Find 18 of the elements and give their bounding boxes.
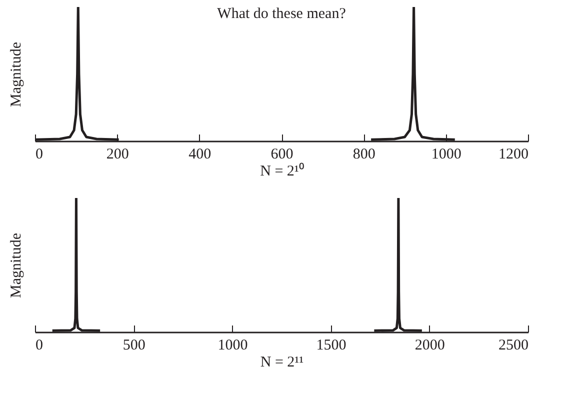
x-tick-label: 400 [188, 146, 212, 162]
x-tick-label: 0 [36, 338, 43, 354]
x-axis-title: N = 2¹⁰ [260, 162, 304, 180]
x-tick-label: 1000 [218, 338, 248, 354]
x-tick-label: 600 [270, 146, 294, 162]
y-axis-title: Magnitude [8, 232, 24, 298]
x-tick-label: 1000 [431, 146, 462, 162]
chart-title: What do these mean? [217, 6, 346, 22]
x-tick-label: 1500 [316, 338, 346, 354]
x-tick-label: 2000 [414, 338, 445, 354]
x-tick-label: 200 [106, 146, 129, 162]
x-tick-label: 0 [36, 146, 43, 162]
x-tick-label: 1200 [498, 146, 528, 162]
x-tick-label: 500 [122, 338, 146, 354]
y-axis-title: Magnitude [8, 42, 24, 107]
x-tick-label: 800 [352, 146, 376, 162]
x-axis-title: N = 2¹¹ [260, 354, 304, 370]
x-tick-label: 2500 [498, 338, 528, 354]
